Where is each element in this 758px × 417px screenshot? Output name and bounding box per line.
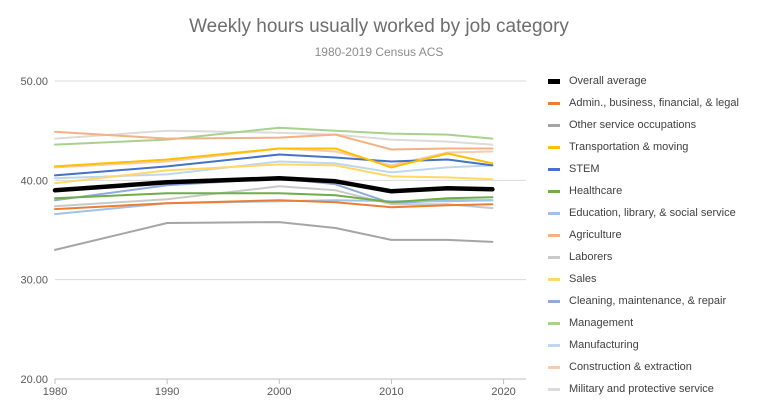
y-tick-label: 30.00	[20, 275, 48, 287]
legend-item: Military and protective service	[548, 378, 753, 400]
legend-label: Management	[569, 317, 634, 329]
legend-item: Transportation & moving	[548, 136, 753, 158]
series-line-10	[54, 163, 494, 185]
legend-label: Military and protective service	[569, 383, 714, 395]
series-line-1	[52, 176, 495, 194]
legend-item: Cleaning, maintenance, & repair	[548, 290, 753, 312]
legend-item: Management	[548, 312, 753, 334]
legend-label: Cleaning, maintenance, & repair	[569, 295, 727, 307]
series-line-6	[54, 192, 494, 204]
legend-swatch	[548, 167, 560, 171]
legend-swatch	[548, 233, 560, 237]
legend-label: Overall average	[569, 75, 647, 87]
series-line-4	[54, 147, 494, 169]
legend-label: Admin., business, financial, & legal	[569, 97, 739, 109]
legend-item: Agriculture	[548, 224, 753, 246]
legend-label: Agriculture	[569, 229, 622, 241]
x-tick-label: 1980	[43, 386, 67, 398]
series-line-12	[54, 126, 494, 146]
legend-label: Other service occupations	[569, 119, 697, 131]
legend-item: Overall average	[548, 70, 753, 92]
legend-label: Construction & extraction	[569, 361, 692, 373]
x-tick-label: 2020	[491, 386, 515, 398]
legend-label: Transportation & moving	[569, 141, 689, 153]
series-line-8	[54, 130, 494, 151]
legend-label: Laborers	[569, 251, 613, 263]
legend-item: STEM	[548, 158, 753, 180]
legend-swatch	[548, 145, 560, 149]
legend-item: Healthcare	[548, 180, 753, 202]
legend-swatch	[548, 123, 560, 127]
legend-label: Healthcare	[569, 185, 623, 197]
legend-item: Admin., business, financial, & legal	[548, 92, 753, 114]
legend: Overall average Admin., business, financi…	[548, 70, 753, 400]
series-line-3	[54, 221, 494, 251]
legend-swatch	[548, 365, 560, 369]
y-tick-label: 40.00	[20, 175, 48, 187]
legend-label: Education, library, & social service	[569, 207, 736, 219]
chart-subtitle: 1980-2019 Census ACS	[314, 45, 444, 59]
legend-swatch	[548, 255, 560, 259]
series-line-2	[54, 199, 494, 211]
legend-item: Other service occupations	[548, 114, 753, 136]
y-tick-label: 50.00	[20, 76, 48, 88]
chart-title: Weekly hours usually worked by job categ…	[189, 16, 569, 37]
legend-swatch	[548, 211, 560, 215]
axes: 20.00 30.00 40.00 50.00 1980 1990 2000 2010 2020	[20, 76, 526, 398]
legend-swatch	[548, 78, 560, 84]
legend-swatch	[548, 277, 560, 281]
series-lines	[52, 126, 495, 251]
x-tick-label: 2000	[267, 386, 291, 398]
legend-label: Manufacturing	[569, 339, 639, 351]
y-tick-label: 20.00	[20, 374, 48, 386]
legend-swatch	[548, 321, 560, 325]
legend-item: Construction & extraction	[548, 356, 753, 378]
legend-swatch	[548, 387, 560, 391]
series-line-13	[54, 160, 494, 180]
legend-label: Sales	[569, 273, 597, 285]
legend-swatch	[548, 343, 560, 347]
legend-item: Education, library, & social service	[548, 202, 753, 224]
x-tick-label: 1990	[155, 386, 179, 398]
legend-swatch	[548, 101, 560, 105]
legend-label: STEM	[569, 163, 600, 175]
legend-item: Sales	[548, 268, 753, 290]
legend-item: Manufacturing	[548, 334, 753, 356]
x-tick-label: 2010	[379, 386, 403, 398]
legend-item: Laborers	[548, 246, 753, 268]
legend-swatch	[548, 189, 560, 193]
series-line-14	[54, 147, 494, 169]
legend-swatch	[548, 299, 560, 303]
series-line-5	[54, 153, 494, 177]
